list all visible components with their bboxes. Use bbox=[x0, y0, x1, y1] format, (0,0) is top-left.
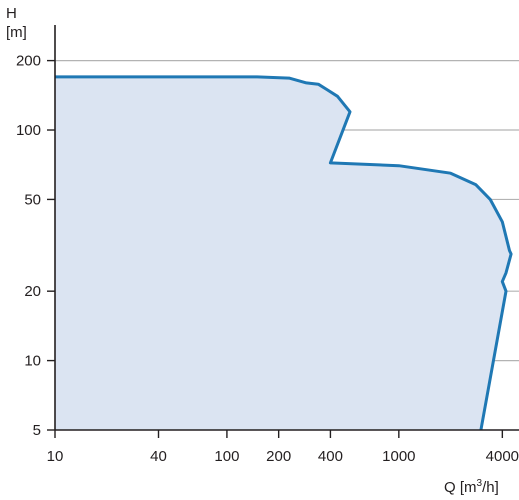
y-tick-label-20: 20 bbox=[24, 283, 41, 300]
x-tick-label-200: 200 bbox=[266, 448, 291, 465]
y-axis-unit: [m] bbox=[6, 24, 27, 41]
y-axis-label: H bbox=[6, 5, 17, 22]
x-axis-label-sup: 3 bbox=[477, 478, 483, 489]
x-tick-label-10: 10 bbox=[47, 448, 64, 465]
y-tick-label-50: 50 bbox=[24, 191, 41, 208]
x-tick-label-1000: 1000 bbox=[382, 448, 415, 465]
x-axis-label: Q [m3/h] bbox=[444, 478, 499, 496]
performance-area-fill bbox=[55, 76, 512, 431]
x-tick-label-400: 400 bbox=[318, 448, 343, 465]
y-tick-label-200: 200 bbox=[16, 53, 41, 70]
x-axis-label-post: /h] bbox=[482, 479, 499, 496]
x-tick-label-100: 100 bbox=[214, 448, 239, 465]
axes bbox=[47, 25, 519, 438]
x-tick-label-4000: 4000 bbox=[486, 448, 519, 465]
tick-labels: 10 40 100 200 400 1000 4000 5 10 20 50 100 200 bbox=[16, 53, 519, 465]
y-tick-label-100: 100 bbox=[16, 122, 41, 139]
y-tick-label-5: 5 bbox=[33, 422, 41, 439]
x-axis-label-pre: Q [m bbox=[444, 479, 477, 496]
performance-curve-line bbox=[55, 75, 513, 431]
x-tick-label-40: 40 bbox=[150, 448, 167, 465]
y-tick-label-10: 10 bbox=[24, 353, 41, 370]
